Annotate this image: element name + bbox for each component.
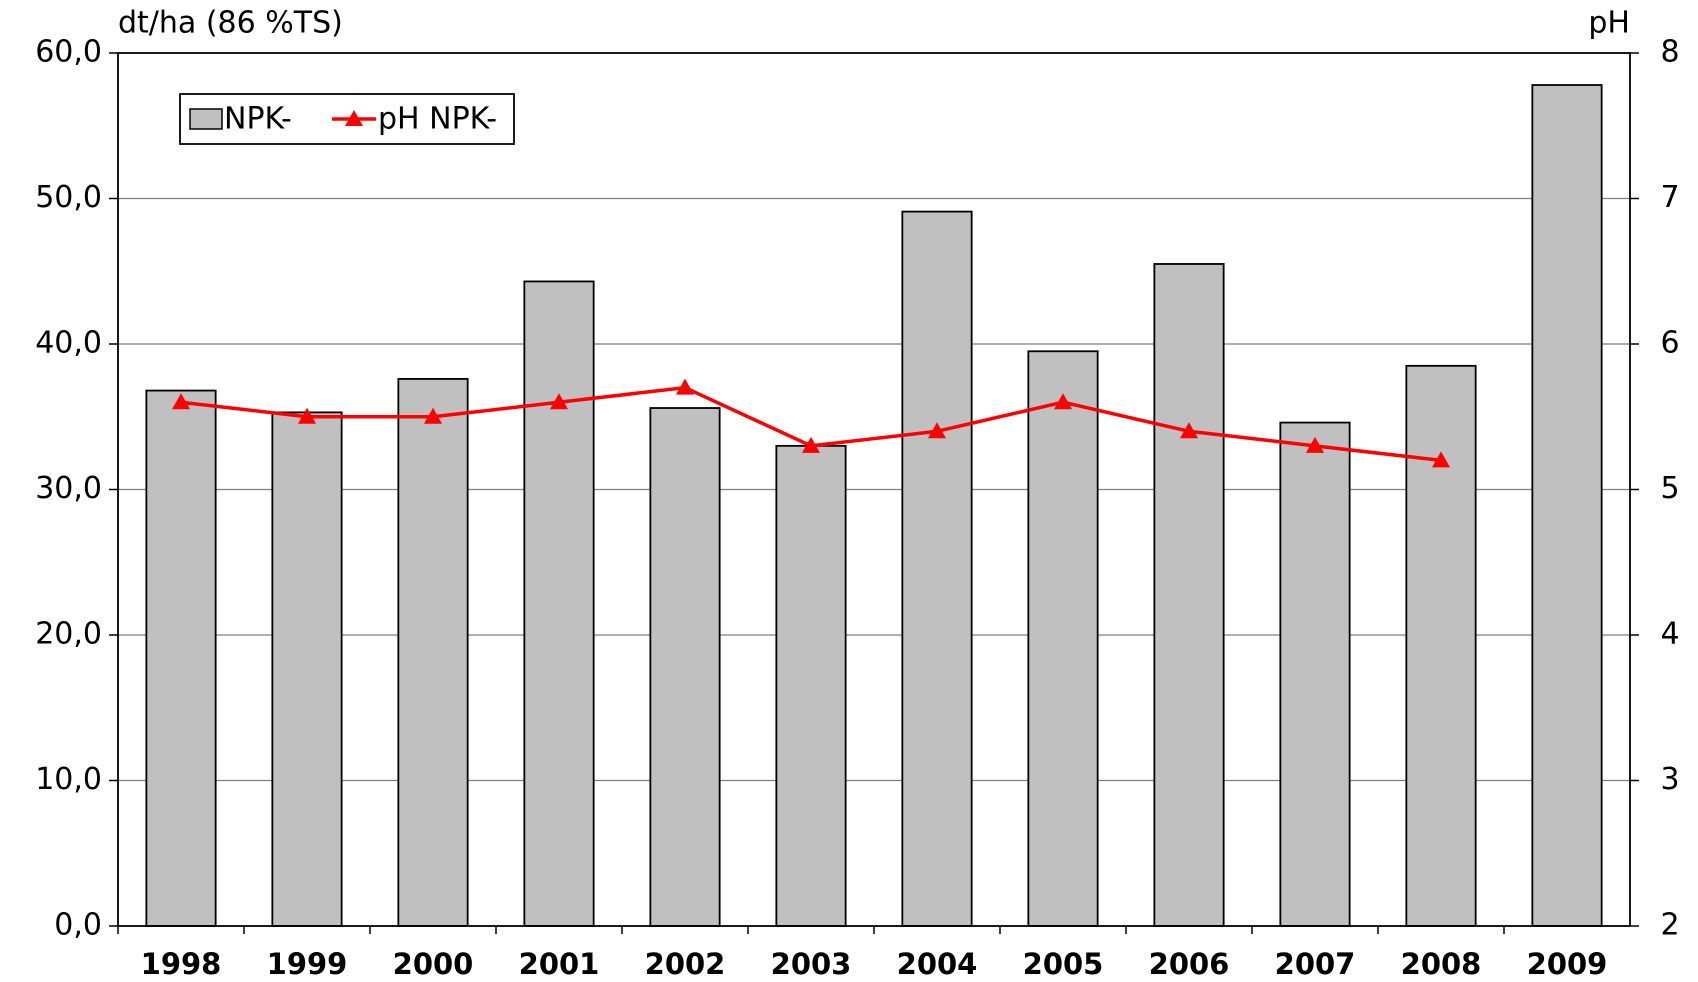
- x-tick-label: 2005: [1023, 947, 1104, 981]
- marker: [550, 393, 568, 410]
- marker: [1054, 393, 1072, 410]
- y2-axis-label: pH: [1588, 6, 1630, 41]
- y-axis-label: dt/ha (86 %TS): [118, 6, 343, 41]
- y-tick-label: 0,0: [54, 908, 102, 943]
- bar: [523, 280, 595, 927]
- marker: [424, 407, 442, 424]
- y2-tick-label: 7: [1660, 180, 1679, 215]
- marker: [676, 378, 694, 395]
- bar: [1531, 84, 1603, 927]
- x-tick-label: 2001: [519, 947, 600, 981]
- x-tick-label: 2000: [393, 947, 474, 981]
- y-tick-label: 40,0: [35, 326, 102, 361]
- bar: [1279, 421, 1351, 927]
- x-tick-label: 2004: [897, 947, 978, 981]
- y-tick-label: 10,0: [35, 762, 102, 797]
- legend-marker: [345, 110, 363, 126]
- bar: [649, 407, 721, 927]
- y2-tick-label: 3: [1660, 762, 1679, 797]
- legend-box: [179, 93, 515, 145]
- y2-tick-label: 4: [1660, 617, 1679, 652]
- marker: [1432, 451, 1450, 468]
- legend-label: pH NPK-: [378, 102, 497, 137]
- legend: NPK-pH NPK-: [179, 93, 515, 145]
- x-tick-label: 2009: [1527, 947, 1608, 981]
- bar: [145, 389, 217, 927]
- x-tick-label: 2003: [771, 947, 852, 981]
- y-tick-label: 20,0: [35, 617, 102, 652]
- bar: [271, 411, 343, 927]
- x-tick-label: 2006: [1149, 947, 1230, 981]
- legend-swatch: [189, 108, 223, 130]
- x-tick-label: 2008: [1401, 947, 1482, 981]
- x-tick-label: 2002: [645, 947, 726, 981]
- x-tick-label: 1998: [141, 947, 222, 981]
- marker: [1180, 422, 1198, 439]
- legend-label: NPK-: [224, 102, 292, 137]
- bar: [1405, 364, 1477, 927]
- bar: [397, 378, 469, 927]
- marker: [1306, 436, 1324, 453]
- bar: [775, 444, 847, 927]
- marker: [802, 436, 820, 453]
- y-tick-label: 60,0: [35, 35, 102, 70]
- y2-tick-label: 8: [1660, 35, 1679, 70]
- marker: [172, 393, 190, 410]
- marker: [928, 422, 946, 439]
- bar: [1027, 350, 1099, 927]
- bar: [901, 210, 973, 927]
- y2-tick-label: 5: [1660, 471, 1679, 506]
- y2-tick-label: 2: [1660, 908, 1679, 943]
- x-tick-label: 1999: [267, 947, 348, 981]
- y2-tick-label: 6: [1660, 326, 1679, 361]
- marker: [298, 407, 316, 424]
- x-tick-label: 2007: [1275, 947, 1356, 981]
- y-tick-label: 50,0: [35, 180, 102, 215]
- y-tick-label: 30,0: [35, 471, 102, 506]
- bar: [1153, 263, 1225, 927]
